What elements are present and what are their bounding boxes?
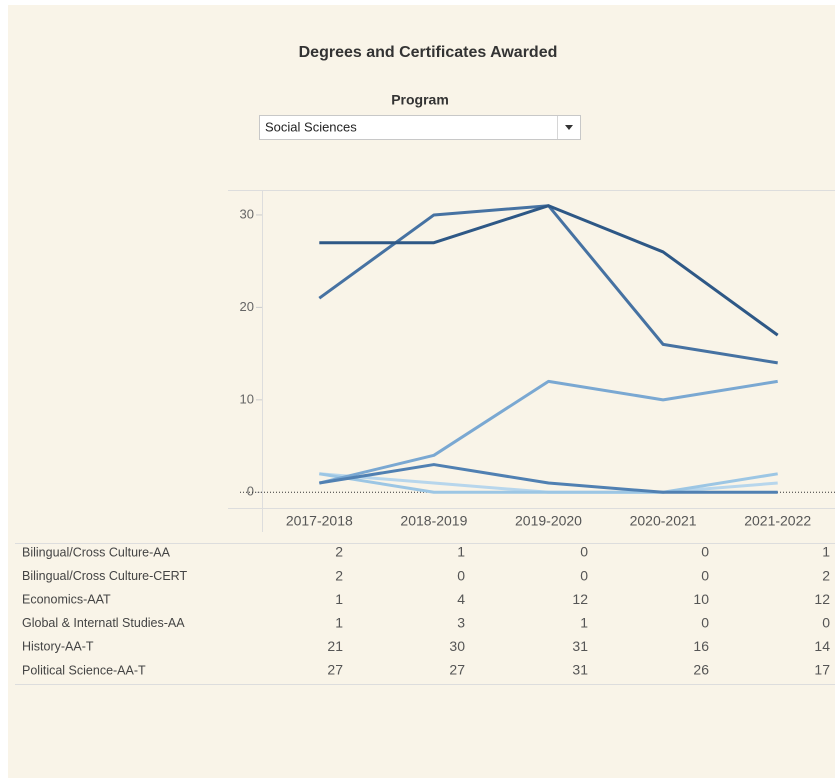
row-label: Global & Internatl Studies-AA — [22, 616, 185, 630]
table-cell: 0 — [701, 567, 709, 583]
table-cell: 1 — [822, 544, 830, 560]
x-tick-label: 2020-2021 — [630, 513, 697, 529]
filter-label: Program — [391, 92, 449, 108]
dropdown-arrow[interactable] — [565, 125, 573, 130]
table-cell: 31 — [572, 638, 588, 654]
table-cell: 1 — [335, 591, 343, 607]
table-cell: 27 — [327, 662, 343, 678]
table-cell: 30 — [449, 638, 465, 654]
series-line — [318, 379, 778, 485]
y-tick-label: 10 — [240, 391, 254, 406]
table-cell: 0 — [580, 567, 588, 583]
x-tick-label: 2017-2018 — [286, 513, 353, 529]
y-tick-label: 0 — [247, 484, 254, 499]
x-tick-label: 2019-2020 — [515, 513, 582, 529]
table-cell: 1 — [335, 615, 343, 631]
table-cell: 21 — [327, 638, 343, 654]
table-cell: 12 — [572, 591, 588, 607]
row-label: Bilingual/Cross Culture-AA — [22, 545, 171, 559]
table-cell: 12 — [814, 591, 830, 607]
y-tick-label: 30 — [240, 206, 254, 221]
table-cell: 0 — [701, 544, 709, 560]
row-label: Political Science-AA-T — [22, 663, 146, 677]
table-cell: 27 — [449, 662, 465, 678]
table-cell: 26 — [693, 662, 709, 678]
dropdown-value[interactable]: Social Sciences — [265, 119, 357, 134]
row-label: Economics-AAT — [22, 592, 111, 606]
table-cell: 0 — [580, 544, 588, 560]
table-cell: 0 — [701, 615, 709, 631]
row-label: Bilingual/Cross Culture-CERT — [22, 569, 187, 583]
table-cell: 3 — [457, 615, 465, 631]
table-cell: 14 — [814, 638, 830, 654]
dropdown-box[interactable] — [259, 115, 581, 140]
x-tick-label: 2018-2019 — [400, 513, 467, 529]
x-tick-label: 2021-2022 — [744, 513, 811, 529]
table-cell: 2 — [335, 544, 343, 560]
series-line — [319, 463, 778, 494]
table-cell: 31 — [572, 662, 588, 678]
table-cell: 16 — [693, 638, 709, 654]
table-cell: 10 — [693, 591, 709, 607]
table-cell: 4 — [457, 591, 465, 607]
series-line — [319, 472, 778, 494]
table-cell: 0 — [822, 615, 830, 631]
table-cell: 2 — [335, 567, 343, 583]
table-cell: 2 — [822, 567, 830, 583]
chart-title: Degrees and Certificates Awarded — [299, 44, 558, 61]
y-tick-label: 20 — [240, 299, 254, 314]
series-line — [319, 204, 779, 337]
table-cell: 0 — [457, 567, 465, 583]
table-cell: 17 — [814, 662, 830, 678]
row-label: History-AA-T — [22, 640, 94, 654]
table-cell: 1 — [457, 544, 465, 560]
table-cell: 1 — [580, 615, 588, 631]
dropdown[interactable]: Social Sciences — [259, 115, 581, 140]
